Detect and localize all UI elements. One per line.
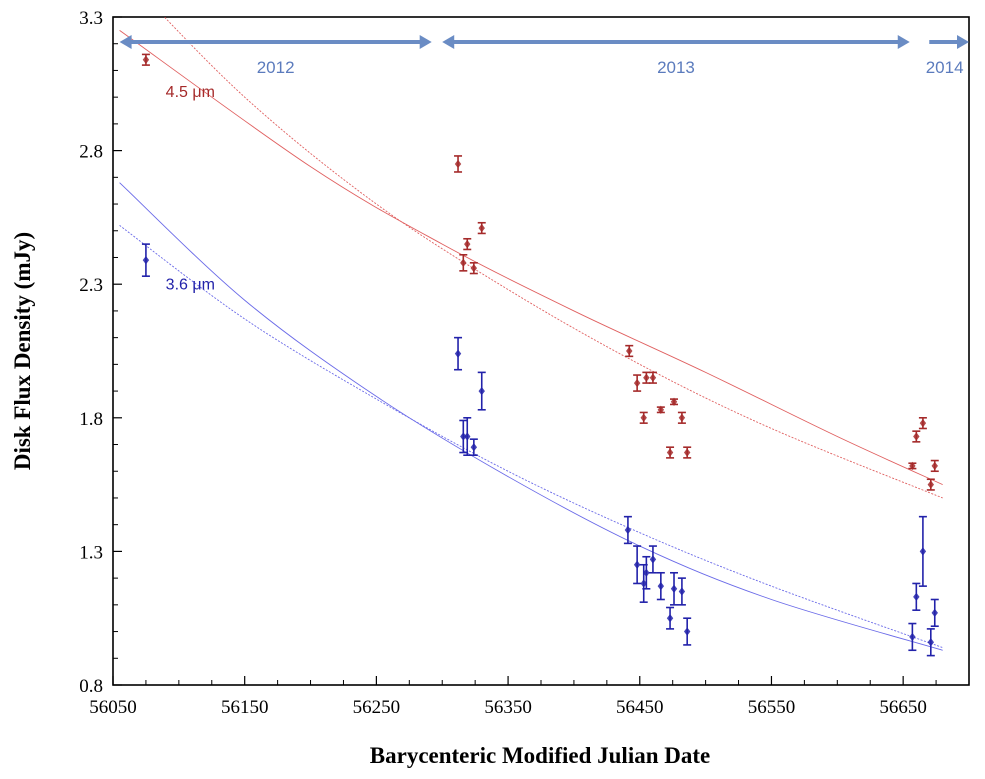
ch2-data-point [909, 461, 916, 471]
ch1-data-point [640, 579, 647, 588]
x-tick-label: 56350 [484, 697, 532, 718]
y-tick-label: 1.3 [79, 542, 103, 563]
ch2-series-label: 4.5 μm [166, 84, 215, 101]
ch1-data-point [478, 386, 485, 396]
x-tick-label: 56150 [221, 697, 269, 718]
arrow-left-icon [442, 35, 455, 49]
year-span-arrow [929, 35, 969, 49]
ch1-data-point [919, 547, 927, 556]
ch2-data-point [931, 461, 938, 471]
ch1-data-point [633, 560, 641, 569]
ch2-data-point [640, 413, 647, 422]
ch2-fit-curve [119, 29, 943, 486]
ch2-data-point [460, 258, 467, 268]
ch2-data-point [142, 55, 150, 64]
x-tick-label: 56550 [748, 697, 796, 718]
y-tick-label: 2.3 [79, 275, 103, 296]
ch1-data-point [670, 584, 678, 594]
ch1-data-point [624, 525, 632, 535]
year-label: 2014 [926, 58, 964, 77]
ch2-data-point [464, 239, 471, 249]
ch2-data-point [670, 397, 678, 406]
ch1-data-point [649, 555, 657, 564]
ch1-data-point [464, 432, 471, 441]
y-tick-label: 0.8 [79, 676, 103, 697]
arrow-left-icon [119, 35, 132, 49]
x-tick-label: 56250 [353, 697, 401, 718]
ch1-data-point [666, 614, 674, 623]
x-tick-label: 56050 [89, 697, 137, 718]
ch2-data-point [643, 373, 650, 382]
ch1-fit-curve [119, 182, 943, 651]
ch1-data-point [909, 632, 916, 642]
x-tick-label: 56650 [879, 697, 927, 718]
year-span-arrow [442, 35, 910, 49]
ch1-data-point [643, 568, 650, 577]
plot-frame [112, 16, 970, 686]
ch1-data-point [460, 432, 467, 441]
ch1-data-point [678, 587, 686, 596]
ch2-data-point [470, 263, 478, 273]
x-tick-label: 56450 [616, 697, 664, 718]
ch2-data-point [633, 378, 641, 388]
ch1-data-point [927, 638, 935, 647]
ch1-data-point [142, 255, 150, 265]
y-tick-label: 1.8 [79, 409, 103, 430]
ch1-series-label: 3.6 μm [166, 277, 215, 294]
ch2-data-point [454, 159, 462, 169]
ch2-data-point [678, 413, 686, 422]
ch2-data-point [927, 480, 935, 489]
ch2-data-point [919, 418, 927, 428]
ch2-data-point [913, 432, 920, 441]
ch1-data-point [657, 581, 665, 591]
y-tick-label: 3.3 [79, 8, 103, 29]
ch2-data-point [683, 448, 691, 457]
ch2-fit-curve [163, 17, 943, 499]
year-label: 2012 [257, 58, 295, 77]
ch1-data-point [683, 627, 691, 636]
ch2-data-point [666, 448, 674, 457]
ch2-data-point [626, 346, 633, 356]
y-tick-label: 2.8 [79, 142, 103, 163]
ch2-data-point [478, 223, 485, 233]
arrow-right-icon [897, 35, 910, 49]
ch1-data-point [931, 608, 938, 618]
x-axis-title: Barycenteric Modified Julian Date [370, 743, 710, 768]
ch1-data-point [454, 349, 462, 358]
ch1-data-point [913, 592, 920, 602]
ch2-data-point [657, 405, 665, 414]
arrow-right-icon [957, 35, 969, 49]
y-axis-title: Disk Flux Density (mJy) [10, 232, 35, 470]
year-span-arrow [119, 35, 432, 49]
ch2-data-point [649, 373, 657, 382]
arrow-right-icon [419, 35, 432, 49]
year-label: 2013 [657, 58, 695, 77]
ch1-data-point [470, 442, 478, 452]
